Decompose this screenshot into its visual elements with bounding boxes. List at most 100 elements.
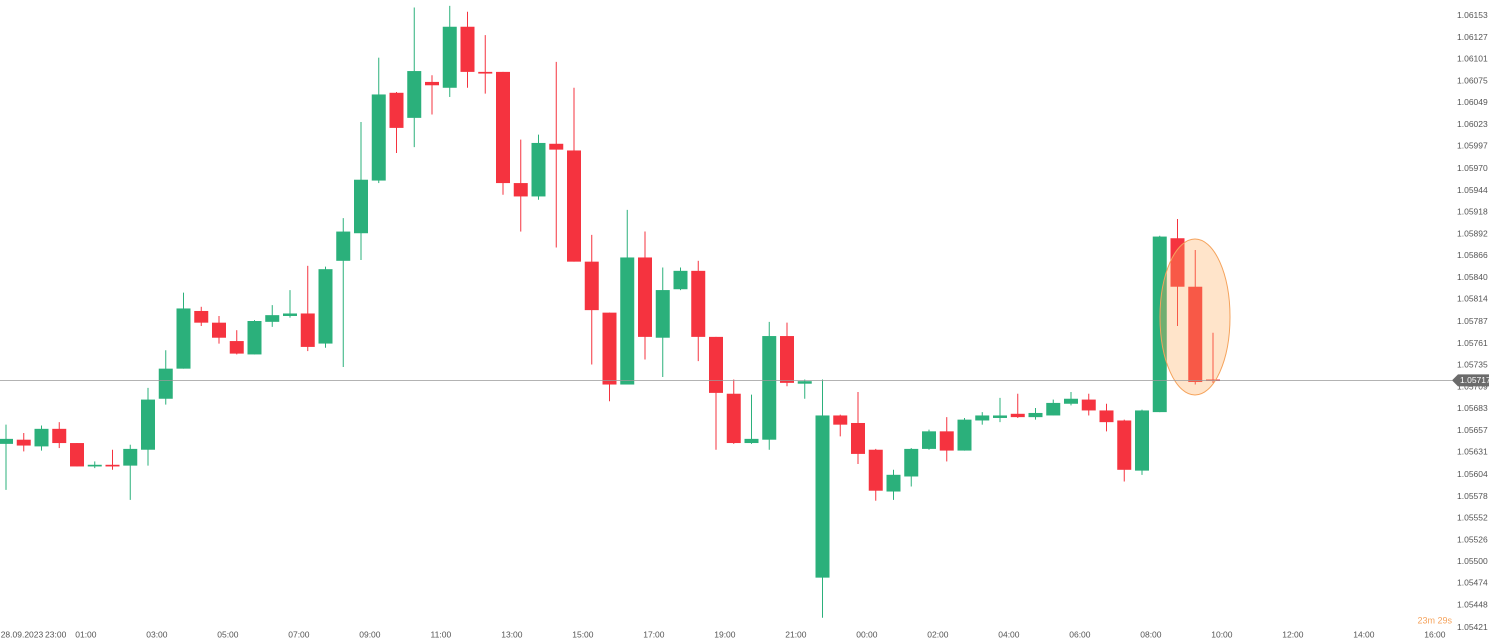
- candle-body: [478, 71, 493, 74]
- x-tick-label: 17:00: [643, 629, 665, 639]
- candle-body: [407, 71, 422, 118]
- candle-body: [513, 183, 528, 197]
- x-tick-label: 14:00: [1353, 629, 1375, 639]
- x-tick-label: 00:00: [856, 629, 878, 639]
- candle-body: [105, 464, 120, 467]
- candle-body: [691, 270, 706, 337]
- y-tick-label: 1.05421: [1457, 622, 1488, 632]
- candle-body: [442, 26, 457, 88]
- candle-body: [283, 313, 297, 316]
- y-tick-label: 1.05997: [1457, 141, 1488, 151]
- y-tick-label: 1.05448: [1457, 599, 1488, 609]
- y-tick-label: 1.05474: [1457, 578, 1488, 588]
- candle-body: [904, 448, 919, 477]
- candle-body: [1064, 398, 1078, 404]
- y-tick-label: 1.05944: [1457, 185, 1488, 195]
- candle-body: [709, 336, 723, 393]
- candle-body: [886, 474, 901, 492]
- y-tick-label: 1.06049: [1457, 97, 1488, 107]
- candle-body: [212, 322, 226, 338]
- candle-body: [87, 464, 102, 467]
- candle-body: [815, 415, 830, 578]
- candle-body: [389, 92, 404, 128]
- candle-body: [229, 341, 244, 354]
- candle-body: [336, 231, 351, 261]
- x-tick-label: 07:00: [288, 629, 310, 639]
- x-tick-label: 16:00: [1424, 629, 1446, 639]
- x-tick-label: 06:00: [1069, 629, 1091, 639]
- candle-body: [531, 142, 546, 197]
- highlight-ellipse: [1159, 238, 1231, 396]
- candle-body: [425, 81, 439, 86]
- candle-body: [1170, 238, 1185, 287]
- candle-body: [638, 257, 652, 337]
- candle-body: [318, 269, 333, 344]
- y-tick-label: 1.06075: [1457, 75, 1488, 85]
- x-tick-label: 01:00: [75, 629, 97, 639]
- candle-body: [247, 321, 262, 355]
- candle-body: [726, 393, 741, 444]
- candle-body: [141, 399, 155, 450]
- y-tick-label: 1.06153: [1457, 10, 1488, 20]
- candle-body: [1081, 399, 1096, 411]
- y-tick-label: 1.06127: [1457, 32, 1488, 42]
- y-tick-label: 1.06101: [1457, 54, 1488, 64]
- candle-body: [655, 290, 670, 338]
- candle-body: [16, 439, 31, 446]
- candle-body: [620, 257, 635, 385]
- y-tick-label: 1.05761: [1457, 338, 1488, 348]
- x-tick-label: 05:00: [217, 629, 239, 639]
- candle-body: [1010, 413, 1025, 418]
- candle-body: [52, 428, 67, 444]
- candle-body: [70, 443, 84, 467]
- candle-body: [762, 336, 777, 440]
- y-tick-label: 1.05500: [1457, 556, 1488, 566]
- y-tick-label: 1.05631: [1457, 446, 1488, 456]
- x-tick-label: 09:00: [359, 629, 381, 639]
- candle-body: [371, 94, 386, 181]
- candle-body: [957, 419, 972, 451]
- price-tag: [1452, 374, 1489, 387]
- countdown: 23m 29s: [1417, 615, 1452, 625]
- x-tick-label: 03:00: [146, 629, 168, 639]
- x-tick-label: 04:00: [998, 629, 1020, 639]
- y-tick-label: 1.05683: [1457, 403, 1488, 413]
- x-tick-label: 13:00: [501, 629, 523, 639]
- candle-body: [496, 71, 510, 184]
- candle-body: [1135, 410, 1149, 471]
- x-tick-label: 28.09.2023: [1, 629, 44, 639]
- y-tick-label: 1.05918: [1457, 207, 1488, 217]
- candle-body: [602, 312, 617, 385]
- x-tick-label: 15:00: [572, 629, 594, 639]
- candle-body: [868, 449, 883, 491]
- y-tick-label: 1.05657: [1457, 425, 1488, 435]
- x-tick-label: 23:00: [45, 629, 67, 639]
- candle-body: [939, 431, 954, 451]
- candle-body: [584, 261, 599, 311]
- candles: [0, 5, 1220, 618]
- candle-body: [1046, 402, 1061, 416]
- x-tick-label: 12:00: [1282, 629, 1304, 639]
- candle-body: [549, 143, 564, 150]
- candle-body: [797, 381, 812, 384]
- x-tick-label: 19:00: [714, 629, 736, 639]
- candle-body: [123, 448, 138, 466]
- candle-body: [158, 368, 173, 399]
- y-tick-label: 1.05840: [1457, 272, 1488, 282]
- candle-body: [34, 428, 49, 447]
- candle-body: [833, 415, 848, 425]
- y-tick-label: 1.05552: [1457, 513, 1488, 523]
- candle-body: [851, 422, 865, 454]
- candle-body: [780, 336, 794, 383]
- candle-body: [265, 315, 280, 322]
- y-tick-label: 1.05892: [1457, 228, 1488, 238]
- y-tick-label: 1.05866: [1457, 250, 1488, 260]
- candle-body: [744, 438, 759, 444]
- candle-body: [176, 308, 191, 369]
- x-tick-label: 08:00: [1140, 629, 1162, 639]
- price-tag-label: 1.05717: [1460, 375, 1489, 385]
- y-tick-label: 1.05578: [1457, 491, 1488, 501]
- candle-body: [922, 431, 936, 449]
- y-tick-label: 1.05526: [1457, 534, 1488, 544]
